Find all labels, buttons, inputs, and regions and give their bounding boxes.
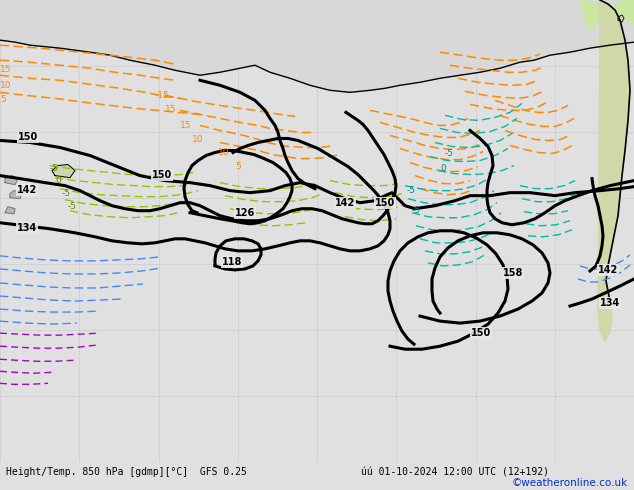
Text: 5: 5 bbox=[0, 96, 6, 104]
Text: 0: 0 bbox=[55, 175, 61, 185]
Text: 150: 150 bbox=[471, 328, 491, 338]
Polygon shape bbox=[580, 0, 634, 30]
Polygon shape bbox=[52, 165, 75, 177]
Text: Height/Temp. 850 hPa [gdmp][°C]  GFS 0.25: Height/Temp. 850 hPa [gdmp][°C] GFS 0.25 bbox=[6, 467, 247, 477]
Text: 134: 134 bbox=[17, 223, 37, 233]
Polygon shape bbox=[598, 0, 630, 341]
Polygon shape bbox=[10, 191, 22, 198]
Polygon shape bbox=[0, 0, 634, 92]
Text: 15: 15 bbox=[180, 122, 191, 130]
Text: úú 01-10-2024 12:00 UTC (12+192): úú 01-10-2024 12:00 UTC (12+192) bbox=[361, 467, 550, 477]
Text: -5: -5 bbox=[68, 202, 77, 211]
Text: 158: 158 bbox=[503, 268, 524, 278]
Polygon shape bbox=[5, 207, 15, 214]
Text: -5: -5 bbox=[445, 148, 454, 157]
Text: 142: 142 bbox=[17, 185, 37, 195]
Text: -15: -15 bbox=[155, 91, 170, 100]
Text: ©weatheronline.co.uk: ©weatheronline.co.uk bbox=[512, 478, 628, 488]
Text: 150: 150 bbox=[152, 170, 172, 180]
Polygon shape bbox=[618, 15, 624, 22]
Text: 134: 134 bbox=[600, 298, 620, 308]
Text: 150: 150 bbox=[18, 132, 38, 143]
Text: 10: 10 bbox=[192, 136, 204, 145]
Text: 126: 126 bbox=[235, 208, 256, 218]
Text: -5: -5 bbox=[407, 186, 416, 195]
Text: -5: -5 bbox=[412, 206, 421, 215]
Text: 10: 10 bbox=[218, 147, 230, 156]
Polygon shape bbox=[5, 175, 18, 185]
Text: 150: 150 bbox=[375, 197, 395, 208]
Text: -5: -5 bbox=[50, 164, 59, 172]
Text: 142: 142 bbox=[335, 197, 355, 208]
Text: 15: 15 bbox=[0, 65, 11, 74]
Text: -5: -5 bbox=[62, 189, 71, 197]
Text: 0: 0 bbox=[440, 164, 446, 172]
Text: 10: 10 bbox=[0, 81, 11, 90]
Text: 142: 142 bbox=[598, 265, 618, 275]
Text: 118: 118 bbox=[222, 257, 242, 267]
Text: 5: 5 bbox=[235, 162, 241, 171]
Text: 15: 15 bbox=[165, 105, 176, 114]
